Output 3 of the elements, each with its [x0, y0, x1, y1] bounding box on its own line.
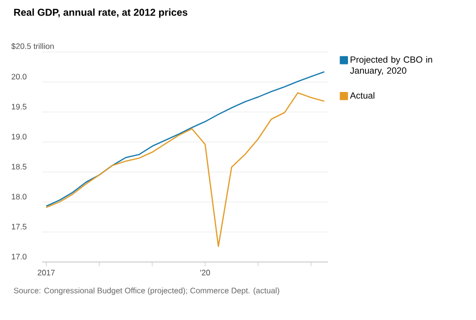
chart-title: Real GDP, annual rate, at 2012 prices — [14, 8, 188, 18]
legend-label: Projected by CBO in January, 2020 — [350, 56, 432, 76]
legend-label: Actual — [350, 92, 374, 99]
